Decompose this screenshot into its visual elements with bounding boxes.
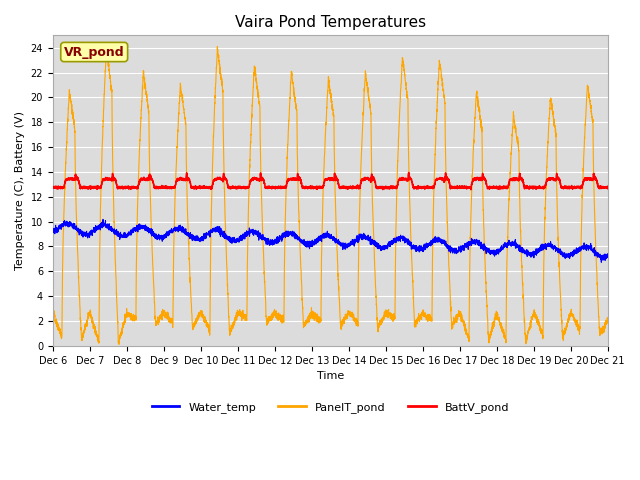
X-axis label: Time: Time bbox=[317, 371, 344, 381]
Legend: Water_temp, PanelT_pond, BattV_pond: Water_temp, PanelT_pond, BattV_pond bbox=[147, 398, 513, 418]
Title: Vaira Pond Temperatures: Vaira Pond Temperatures bbox=[235, 15, 426, 30]
Text: VR_pond: VR_pond bbox=[64, 46, 125, 59]
Y-axis label: Temperature (C), Battery (V): Temperature (C), Battery (V) bbox=[15, 111, 25, 270]
